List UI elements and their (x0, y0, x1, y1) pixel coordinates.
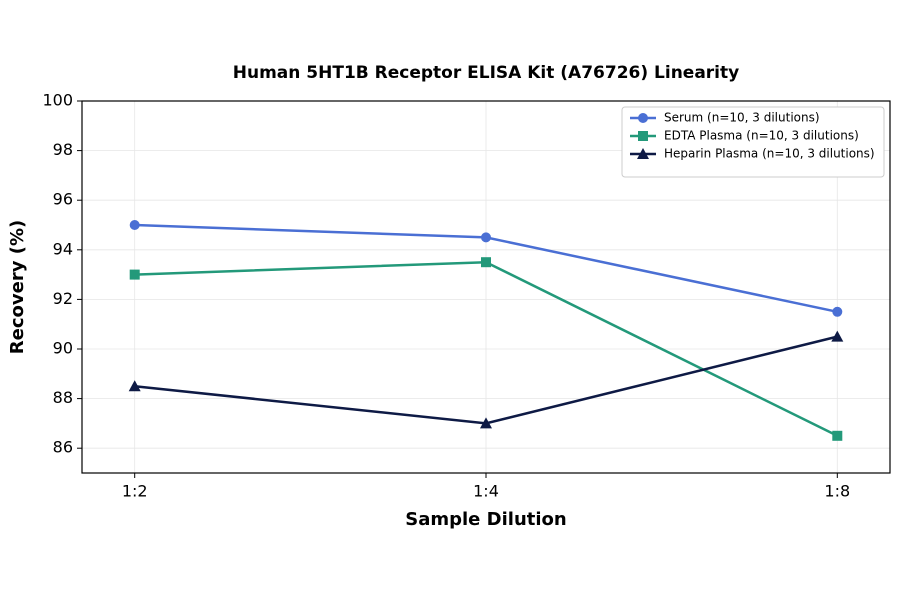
y-tick-label: 98 (53, 140, 73, 159)
y-tick-label: 92 (53, 289, 73, 308)
legend-label: Heparin Plasma (n=10, 3 dilutions) (664, 147, 875, 161)
x-tick-label: 1:2 (122, 482, 148, 501)
marker (638, 131, 648, 141)
marker (480, 417, 492, 429)
marker (832, 306, 843, 317)
y-axis-label: Recovery (%) (7, 220, 28, 354)
y-tick-label: 86 (53, 438, 73, 457)
marker (831, 330, 844, 342)
marker (637, 148, 649, 159)
y-tick-label: 88 (53, 388, 73, 407)
marker (638, 113, 648, 123)
y-tick-label: 94 (53, 239, 73, 258)
x-tick-label: 1:4 (473, 482, 499, 501)
legend-label: Serum (n=10, 3 dilutions) (664, 111, 820, 125)
marker (129, 220, 140, 230)
y-tick-label: 96 (53, 190, 73, 209)
marker (832, 430, 843, 441)
marker (128, 380, 141, 392)
marker (481, 257, 491, 268)
y-tick-label: 100 (42, 91, 73, 110)
legend-label: EDTA Plasma (n=10, 3 dilutions) (664, 129, 859, 143)
plot-frame (81, 100, 891, 474)
y-tick-label: 90 (53, 339, 73, 358)
marker (129, 269, 140, 280)
marker (481, 232, 491, 243)
x-axis-label: Sample Dilution (405, 509, 566, 530)
chart-title: Human 5HT1B Receptor ELISA Kit (A76726) … (233, 63, 739, 83)
x-tick-label: 1:8 (824, 482, 850, 501)
legend-box (621, 106, 885, 178)
legend: Serum (n=10, 3 dilutions) EDTA Plasma (n=… (621, 106, 885, 178)
